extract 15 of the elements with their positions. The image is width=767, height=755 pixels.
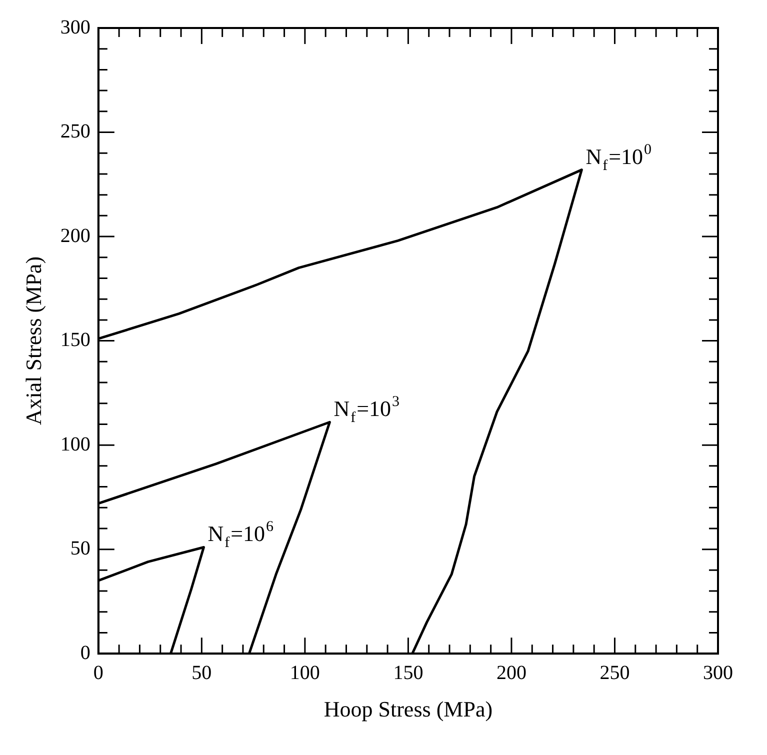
y-tick-label: 300 — [60, 16, 90, 38]
y-tick-label: 200 — [60, 224, 90, 247]
y-tick-label: 0 — [80, 642, 90, 664]
y-tick-label: 250 — [60, 120, 90, 143]
y-axis-title: Axial Stress (MPa) — [20, 256, 46, 426]
x-axis-title: Hoop Stress (MPa) — [324, 696, 493, 722]
y-tick-label: 150 — [60, 329, 90, 352]
y-tick-label: 50 — [70, 538, 90, 560]
y-tick-label: 100 — [60, 433, 90, 456]
x-tick-label: 50 — [192, 662, 212, 684]
x-tick-label: 100 — [290, 662, 320, 684]
x-tick-label: 250 — [600, 662, 630, 684]
x-tick-label: 300 — [703, 662, 733, 684]
x-tick-label: 150 — [393, 662, 424, 684]
x-tick-label: 200 — [496, 662, 526, 684]
